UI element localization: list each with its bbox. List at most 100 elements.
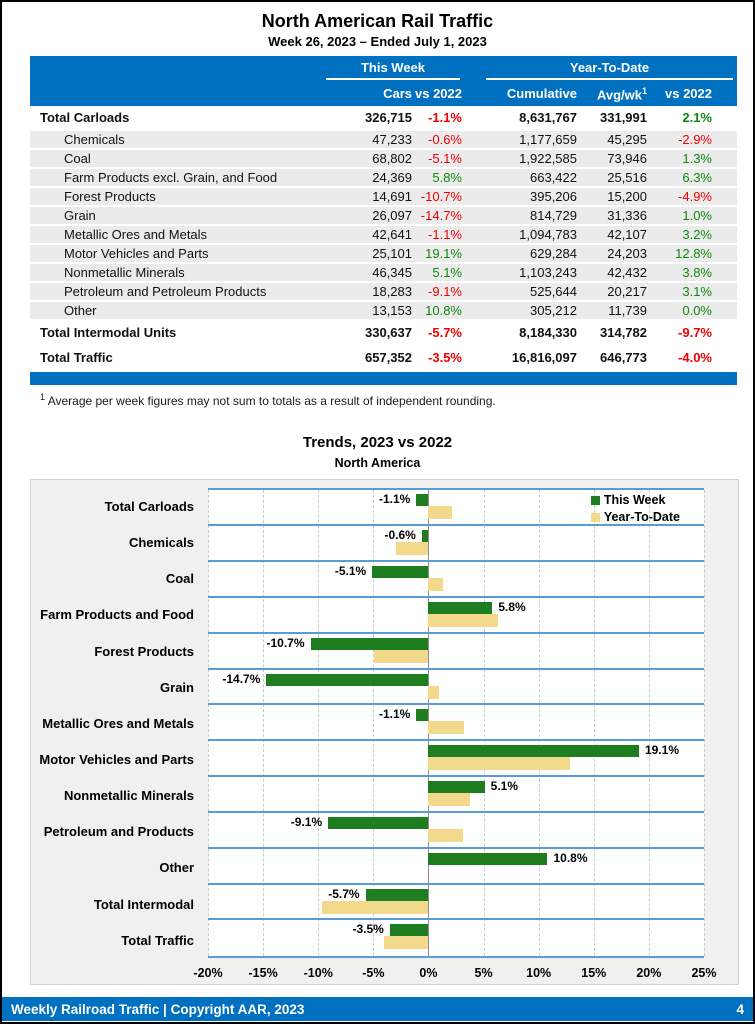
chart-band: -0.6%	[208, 526, 704, 563]
footnote-text: Average per week figures may not sum to …	[47, 394, 496, 409]
cell-label: Total Carloads	[40, 110, 130, 126]
bar-value-label: -1.1%	[378, 707, 411, 722]
cell-label: Farm Products excl. Grain, and Food	[64, 170, 278, 186]
cell-avg-per-week: 15,200	[607, 189, 647, 205]
col-ytd-vs-2022: vs 2022	[665, 85, 712, 101]
legend-label-year-to-date: Year-To-Date	[603, 510, 680, 525]
chart-band: -10.7%	[208, 634, 704, 670]
cell-avg-per-week: 24,203	[607, 246, 647, 262]
table-subheader-row: Cars vs 2022 Cumulative Avg/wk1 vs 2022	[30, 83, 737, 103]
cell-week-vs-2022: -1.1%	[428, 227, 462, 243]
cell-week-vs-2022: -5.1%	[428, 151, 462, 167]
chart-category-label: Motor Vehicles and Parts	[39, 752, 194, 767]
cell-cumulative: 525,644	[530, 284, 577, 300]
bar-year-to-date	[384, 936, 429, 950]
cell-label: Other	[64, 303, 97, 319]
gridline	[593, 490, 595, 957]
table-row: Other 13,153 10.8% 305,212 11,739 0.0%	[30, 302, 737, 322]
chart-category-label: Forest Products	[94, 643, 194, 659]
col-avg-per-week: Avg/wk1	[577, 83, 647, 103]
bar-this-week	[372, 566, 429, 579]
cell-avg-per-week: 42,432	[607, 265, 647, 281]
col-group-this-week: This Week	[326, 60, 460, 80]
cell-avg-per-week: 25,516	[607, 170, 647, 186]
bar-this-week	[310, 637, 429, 650]
cell-ytd-vs-2022: 1.0%	[682, 208, 712, 224]
cell-avg-per-week: 20,217	[607, 284, 647, 300]
cell-cumulative: 8,631,767	[519, 110, 577, 126]
table-row: Farm Products excl. Grain, and Food 24,36…	[30, 169, 737, 189]
x-axis-tick-label: 20%	[636, 966, 662, 981]
x-axis-tick-label: -10%	[303, 966, 333, 981]
chart-band: -9.1%	[208, 813, 704, 849]
bar-value-label: 19.1%	[644, 743, 679, 758]
this-week-swatch-icon	[590, 496, 600, 506]
chart-band: -3.5%	[208, 920, 704, 956]
cell-ytd-vs-2022: -4.9%	[678, 189, 712, 205]
cell-label: Total Intermodal Units	[40, 325, 177, 341]
gridline	[208, 490, 209, 957]
table-row: Petroleum and Petroleum Products 18,283 -9…	[30, 283, 737, 303]
chart-category-labels: Total Carloads Chemicals Coal Farm Products…	[31, 488, 202, 958]
cell-cars: 330,637	[365, 325, 412, 341]
cell-ytd-vs-2022: -4.0%	[678, 350, 712, 366]
avgwk-label: Avg/wk	[596, 87, 642, 103]
chart-category-label: Total Carloads	[104, 498, 194, 514]
x-axis-tick-label: -15%	[248, 966, 278, 981]
cell-avg-per-week: 11,739	[608, 303, 647, 319]
legend-item-this-week: This Week	[590, 492, 680, 509]
cell-cumulative: 629,284	[530, 246, 577, 262]
bar-year-to-date	[428, 721, 464, 735]
x-axis-tick-label: 0%	[419, 966, 438, 981]
legend-label-this-week: This Week	[603, 493, 666, 508]
chart-category-label: Other	[159, 860, 194, 876]
bar-this-week	[428, 601, 493, 614]
cell-cars: 68,802	[372, 151, 412, 167]
col-cumulative: Cumulative	[506, 85, 577, 101]
cell-cumulative: 16,816,097	[511, 350, 577, 366]
gridline	[373, 490, 375, 957]
cell-cumulative: 1,094,783	[519, 227, 577, 243]
cell-week-vs-2022: 5.1%	[432, 265, 462, 281]
cell-avg-per-week: 42,107	[607, 227, 647, 243]
gridline	[704, 490, 705, 957]
chart-band: -14.7%	[208, 670, 704, 706]
bar-value-label: -1.1%	[378, 492, 411, 507]
table-group-header-row: This Week Year-To-Date	[30, 60, 737, 80]
cell-cars: 14,691	[372, 189, 412, 205]
chart-category-label: Farm Products and Food	[40, 607, 194, 623]
cell-avg-per-week: 31,336	[607, 208, 647, 224]
bar-year-to-date	[428, 828, 463, 842]
bar-value-label: -0.6%	[384, 528, 416, 543]
cell-week-vs-2022: 19.1%	[425, 246, 462, 262]
x-axis-tick-label: 5%	[474, 966, 493, 981]
table-row: Motor Vehicles and Parts 25,101 19.1% 629,2…	[30, 245, 737, 265]
cell-ytd-vs-2022: 12.8%	[675, 246, 712, 262]
cell-avg-per-week: 646,773	[600, 350, 647, 366]
traffic-table: This Week Year-To-Date Cars vs 2022 Cumu…	[30, 56, 737, 372]
chart-category-label: Metallic Ores and Metals	[42, 715, 194, 731]
cell-ytd-vs-2022: 3.2%	[682, 227, 712, 243]
table-header: This Week Year-To-Date Cars vs 2022 Cumu…	[30, 56, 737, 107]
page-subtitle: Week 26, 2023 – Ended July 1, 2023	[268, 34, 487, 49]
bar-this-week	[428, 781, 485, 794]
cell-ytd-vs-2022: 1.3%	[682, 151, 712, 167]
x-axis-tick-label: 25%	[691, 966, 717, 981]
chart-band: -5.1%	[208, 562, 704, 598]
gridline	[263, 490, 265, 957]
cell-ytd-vs-2022: 6.3%	[682, 170, 712, 186]
x-axis-tick-label: -20%	[193, 966, 223, 981]
cell-label: Petroleum and Petroleum Products	[64, 284, 267, 300]
cell-cars: 25,101	[372, 246, 412, 262]
page-title: North American Rail Traffic	[261, 11, 494, 31]
table-row: Chemicals 47,233 -0.6% 1,177,659 45,295 -2.9%	[30, 131, 737, 151]
bar-year-to-date	[396, 542, 429, 556]
bar-value-label: -5.1%	[334, 564, 367, 579]
cell-week-vs-2022: -3.5%	[428, 350, 462, 366]
cell-week-vs-2022: -14.7%	[420, 208, 462, 224]
bar-year-to-date	[428, 757, 570, 771]
table-body: Total Carloads 326,715 -1.1% 8,631,767 331,9…	[30, 106, 737, 372]
bar-value-label: 5.8%	[498, 599, 526, 614]
chart-band: -1.1%	[208, 705, 704, 742]
table-row: Grain 26,097 -14.7% 814,729 31,336 1.0%	[30, 207, 737, 227]
